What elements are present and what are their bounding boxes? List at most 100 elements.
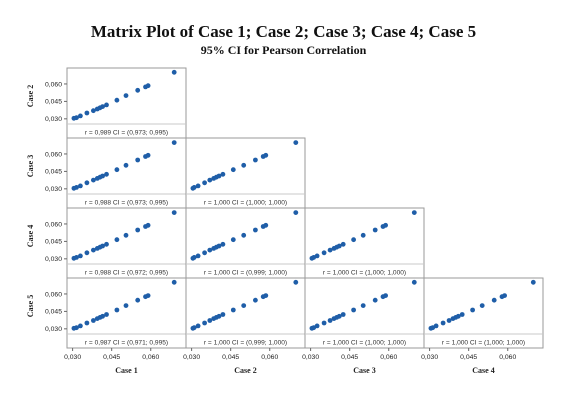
data-point <box>479 303 485 308</box>
data-point <box>336 313 342 319</box>
data-point <box>100 173 105 179</box>
data-point <box>253 227 258 233</box>
data-point <box>171 140 177 146</box>
data-point <box>530 279 536 285</box>
data-point <box>253 297 258 303</box>
y-tick-label: 0,045 <box>45 99 62 106</box>
data-point <box>360 303 366 308</box>
data-point <box>100 104 105 109</box>
data-point <box>230 237 236 243</box>
scatter-panel <box>304 277 425 349</box>
y-tick-label: 0,045 <box>45 169 62 176</box>
data-point <box>263 222 269 228</box>
data-point <box>340 312 346 317</box>
scatter-panel <box>185 277 306 349</box>
y-tick-label: 0,060 <box>45 151 62 158</box>
y-tick-label: 0,030 <box>45 116 62 123</box>
y-axis-label: Case 3 <box>26 155 35 177</box>
x-axis-label: Case 2 <box>234 366 256 375</box>
chart-subtitle: 95% CI for Pearson Correlation <box>200 43 367 57</box>
y-axis-label: Case 4 <box>26 225 35 247</box>
data-point <box>207 247 213 253</box>
data-point <box>220 241 226 247</box>
data-point <box>327 318 333 323</box>
data-point <box>171 69 177 75</box>
data-point <box>351 307 356 313</box>
data-point <box>84 180 90 186</box>
scatter-panel <box>304 207 425 279</box>
x-tick-label: 0,045 <box>103 354 120 361</box>
data-point <box>202 320 208 326</box>
data-point <box>191 185 197 190</box>
scatter-panel <box>66 67 187 139</box>
data-point <box>91 177 96 183</box>
y-tick-label: 0,060 <box>45 291 62 298</box>
data-point <box>216 243 222 249</box>
data-point <box>340 241 346 247</box>
y-tick-label: 0,045 <box>45 239 62 246</box>
data-point <box>351 237 356 243</box>
data-point <box>314 253 320 259</box>
chart-title: Matrix Plot of Case 1; Case 2; Case 3; C… <box>90 22 477 41</box>
data-point <box>502 293 507 298</box>
correlation-label: r = 0,987 CI = (0,971; 0,995) <box>85 340 168 347</box>
correlation-label: r = 1,000 CI = (1,000; 1,000) <box>204 200 287 207</box>
scatter-panel <box>423 277 544 349</box>
x-tick-label: 0,030 <box>183 354 200 361</box>
data-point <box>114 97 120 103</box>
data-point <box>327 247 333 253</box>
data-point <box>455 313 461 319</box>
data-point <box>433 323 439 329</box>
data-point <box>321 320 327 326</box>
data-point <box>314 323 320 329</box>
data-point <box>195 323 201 329</box>
correlation-label: r = 1,000 CI = (0,999; 1,000) <box>204 340 287 347</box>
data-point <box>202 180 208 186</box>
correlation-label: r = 1,000 CI = (1,000; 1,000) <box>323 340 406 347</box>
data-point <box>123 303 129 308</box>
data-point <box>293 140 299 146</box>
data-point <box>123 162 129 168</box>
scatter-panel <box>66 137 187 209</box>
correlation-label: r = 0,988 CI = (0,972; 0,995) <box>85 270 168 277</box>
data-point <box>114 167 120 173</box>
scatter-panel <box>185 137 306 209</box>
y-axis-label: Case 5 <box>26 295 35 317</box>
data-point <box>145 83 151 89</box>
x-tick-label: 0,060 <box>261 354 278 361</box>
data-point <box>336 243 342 249</box>
x-axis-label: Case 3 <box>353 366 375 375</box>
x-axis-label: Case 1 <box>115 366 137 375</box>
x-tick-label: 0,030 <box>421 354 438 361</box>
data-point <box>100 243 105 249</box>
data-point <box>171 210 177 216</box>
data-point <box>74 255 79 260</box>
data-point <box>293 279 299 285</box>
data-point <box>207 177 213 183</box>
data-point <box>220 171 226 177</box>
x-tick-label: 0,030 <box>302 354 319 361</box>
data-point <box>446 318 452 323</box>
data-point <box>114 307 120 313</box>
x-tick-label: 0,045 <box>460 354 477 361</box>
data-point <box>321 250 327 256</box>
data-point <box>440 320 446 326</box>
data-point <box>123 232 129 238</box>
correlation-label: r = 1,000 CI = (1,000; 1,000) <box>442 340 525 347</box>
data-point <box>191 255 197 260</box>
data-point <box>84 320 90 326</box>
data-point <box>91 318 96 323</box>
scatter-panel <box>66 207 187 279</box>
scatter-panel <box>66 277 187 349</box>
data-point <box>411 210 417 216</box>
data-point <box>207 318 213 323</box>
data-point <box>78 253 83 259</box>
data-point <box>104 241 109 247</box>
y-tick-label: 0,030 <box>45 256 62 263</box>
data-point <box>459 312 465 317</box>
x-tick-label: 0,060 <box>142 354 159 361</box>
data-point <box>145 293 151 298</box>
data-point <box>491 297 497 303</box>
data-point <box>100 313 105 319</box>
